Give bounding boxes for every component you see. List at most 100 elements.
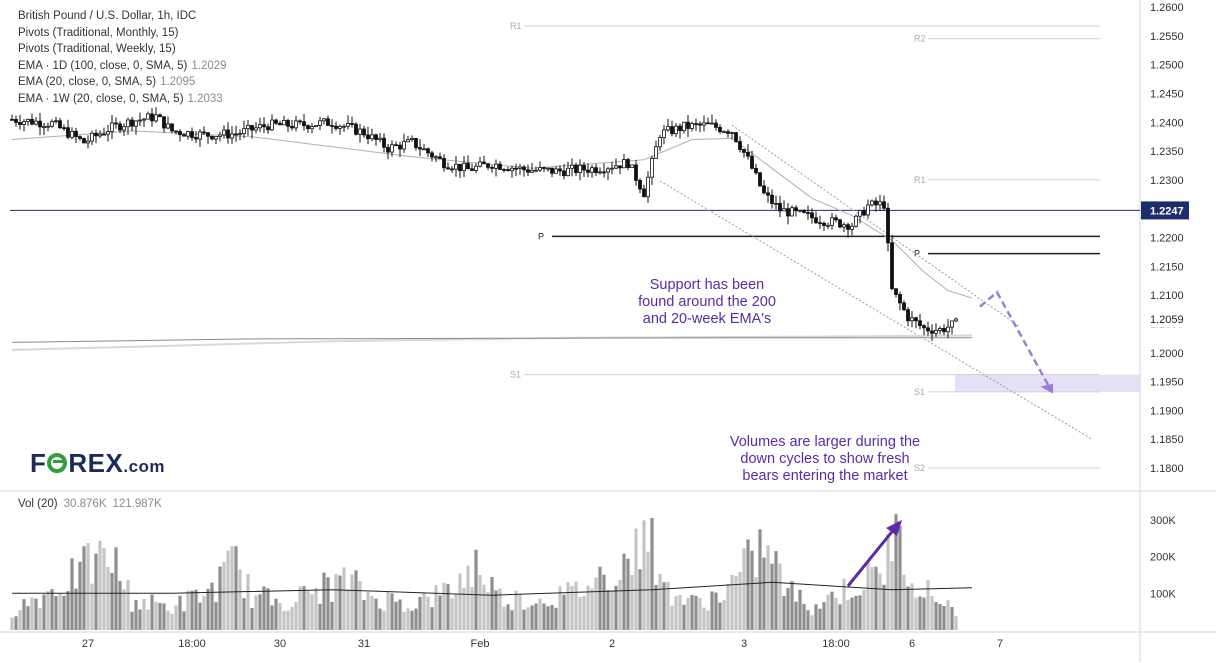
candle-body <box>566 167 570 177</box>
candle-body <box>514 167 518 170</box>
candle-body <box>714 122 718 128</box>
volume-bar <box>718 602 722 630</box>
candle-body <box>466 162 470 170</box>
volume-bar <box>70 558 74 630</box>
legend-ema-1d[interactable]: EMA · 1D (100, close, 0, SMA, 5) 1.2029 <box>18 58 227 75</box>
candle-body <box>326 118 330 126</box>
volume-bar <box>682 604 686 630</box>
volume-bar <box>798 589 802 630</box>
candle-body <box>142 118 146 121</box>
volume-bar <box>250 607 254 630</box>
candle-body <box>234 133 238 136</box>
candle-body <box>594 167 598 173</box>
candle-body <box>638 180 642 190</box>
volume-bar <box>846 599 850 630</box>
volume-bar <box>538 598 542 630</box>
volume-bar <box>302 586 306 630</box>
volume-bar <box>214 602 218 630</box>
candle-body <box>58 120 62 129</box>
candle-body <box>34 120 38 125</box>
candle-body <box>170 123 174 132</box>
volume-legend[interactable]: Vol (20) 30.876K 121.987K <box>18 498 162 510</box>
volume-bar <box>266 588 270 630</box>
volume-bar <box>238 569 242 630</box>
candle-body <box>742 149 746 153</box>
candle-body <box>230 133 234 139</box>
candle-body <box>190 131 194 138</box>
volume-bar <box>706 610 710 630</box>
time-tick-label: Feb <box>471 638 490 650</box>
candle-body <box>866 204 870 216</box>
volume-bar <box>322 572 326 630</box>
candle-body <box>270 119 274 131</box>
logo-globe-icon <box>47 453 68 473</box>
candle-body <box>494 163 498 169</box>
candle-body <box>690 123 694 129</box>
volume-bar <box>98 540 102 630</box>
volume-bar <box>182 611 186 630</box>
legend-ema-20-value: 1.2095 <box>160 76 196 88</box>
candle-body <box>382 137 386 148</box>
volume-bar <box>770 563 774 630</box>
volume-bar <box>170 613 174 630</box>
volume-bar <box>298 586 302 630</box>
candle-body <box>802 209 806 213</box>
candle-body <box>314 125 318 128</box>
volume-bar <box>326 577 330 630</box>
candle-body <box>598 171 602 174</box>
volume-bar <box>26 606 30 630</box>
volume-bar <box>110 573 114 630</box>
legend-pivots-monthly[interactable]: Pivots (Traditional, Monthly, 15) <box>18 26 179 39</box>
candle-body <box>898 294 902 304</box>
candle-body <box>290 125 294 129</box>
candle-body <box>870 200 874 206</box>
candle-body <box>402 141 406 150</box>
volume-bar <box>286 610 290 630</box>
volume-bar <box>778 563 782 630</box>
candle-body <box>106 131 110 135</box>
candle-body <box>38 120 42 128</box>
volume-bar <box>14 616 18 630</box>
volume-bar <box>174 605 178 630</box>
volume-bar <box>146 609 150 630</box>
candle-body <box>50 121 54 127</box>
candle-body <box>914 317 918 322</box>
candle-body <box>222 129 226 136</box>
volume-bar <box>402 611 406 630</box>
volume-bar <box>598 566 602 630</box>
candle-body <box>322 118 326 122</box>
support-annotation-line: Support has been <box>649 277 765 293</box>
candle-body <box>126 119 130 128</box>
candle-body <box>186 131 190 137</box>
candle-body <box>442 157 446 169</box>
price-tick-label: 1.1850 <box>1150 434 1184 446</box>
candle-body <box>762 185 766 194</box>
candle-body <box>678 125 682 132</box>
legend-symbol[interactable]: British Pound / U.S. Dollar, 1h, IDC <box>18 10 197 22</box>
candle-body <box>22 121 26 125</box>
candle-body <box>666 126 670 131</box>
legend-ema-20[interactable]: EMA (20, close, 0, SMA, 5) 1.2095 <box>18 74 227 91</box>
candle-body <box>890 242 894 290</box>
volume-bar <box>726 583 730 630</box>
volume-bar <box>434 585 438 630</box>
volume-ma-line <box>12 581 973 596</box>
candle-body <box>722 131 726 134</box>
ema-200-line <box>11 334 973 351</box>
candle-body <box>86 140 90 144</box>
legend-pivots-weekly[interactable]: Pivots (Traditional, Weekly, 15) <box>18 43 176 55</box>
candle-body <box>950 320 954 328</box>
candle-body <box>682 121 686 132</box>
legend-ema-1w[interactable]: EMA · 1W (20, close, 0, SMA, 5) 1.2033 <box>18 91 227 108</box>
volume-bar <box>470 587 474 630</box>
volume-bar <box>862 589 866 630</box>
candle-body <box>122 126 126 131</box>
candle-body <box>90 132 94 142</box>
volume-bar <box>58 593 62 630</box>
volume-bar <box>358 580 362 630</box>
volume-bar <box>806 610 810 630</box>
candle-body <box>946 326 950 333</box>
candle-body <box>182 134 186 137</box>
volume-bar <box>502 606 506 630</box>
